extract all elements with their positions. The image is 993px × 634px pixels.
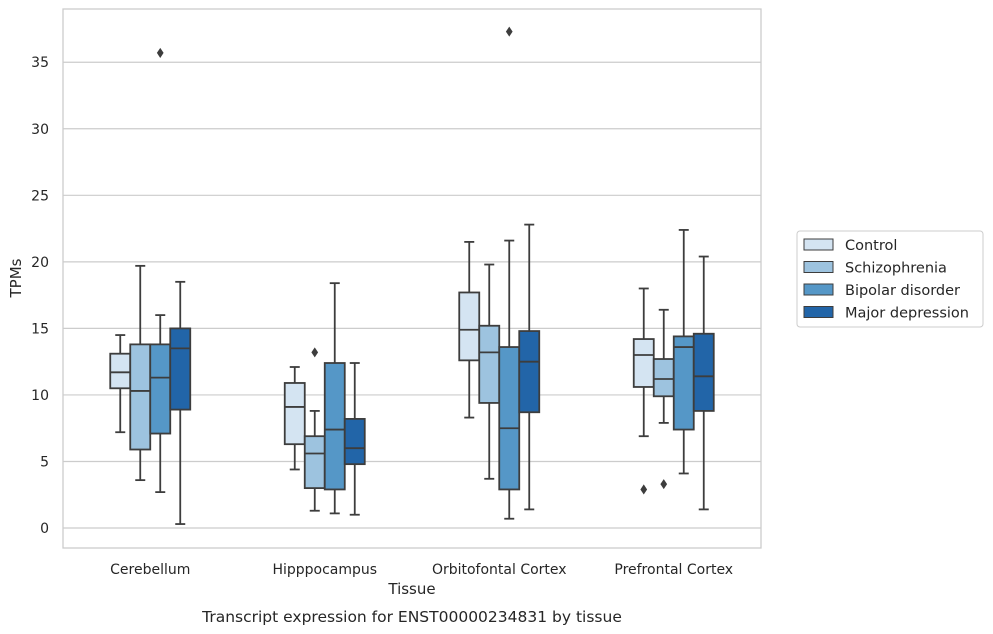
box-body	[169, 327, 192, 411]
plot-area-frame	[62, 8, 762, 549]
y-tick-label: 25	[31, 188, 49, 204]
legend: Control Schizophrenia Bipolar disorder Majo…	[796, 230, 984, 328]
box-mark	[498, 26, 521, 520]
legend-label: Bipolar disorder	[845, 283, 960, 299]
x-axis-label: Tissue	[387, 580, 435, 598]
series-group	[129, 263, 675, 512]
outlier-point	[640, 484, 648, 495]
box-mark	[283, 366, 306, 471]
box-body	[652, 358, 675, 398]
outlier-point	[660, 479, 668, 490]
series-group	[149, 26, 695, 520]
y-tick-label: 0	[40, 521, 49, 537]
legend-swatch	[803, 238, 834, 251]
legend-swatch	[803, 306, 834, 318]
box-body	[518, 330, 541, 414]
box-body	[672, 335, 695, 431]
box-mark	[458, 241, 481, 419]
x-axis-ticks: Cerebellum Hipppocampus Orbitofontal Corte…	[110, 562, 733, 578]
box-mark	[149, 47, 172, 494]
legend-frame	[796, 230, 984, 328]
x-tick-label: Orbitofontal Cortex	[432, 562, 567, 578]
y-axis-ticks: 0 5 10 15 20 25 30 35	[31, 55, 49, 537]
legend-label: Control	[845, 238, 897, 254]
legend-swatch	[803, 283, 834, 296]
y-tick-label: 15	[31, 321, 49, 337]
box-body	[323, 362, 346, 491]
box-body	[109, 352, 132, 390]
box-mark	[129, 264, 152, 482]
box-mark	[692, 255, 715, 511]
chart-caption: Transcript expression for ENST0000023483…	[201, 608, 622, 626]
box-body	[692, 332, 715, 412]
y-tick-label: 20	[31, 255, 49, 271]
legend-label: Schizophrenia	[845, 261, 947, 277]
box-body	[149, 343, 172, 435]
box-mark	[169, 280, 192, 525]
box-mark	[672, 229, 695, 475]
box-mark	[478, 263, 501, 480]
box-body	[458, 291, 481, 362]
box-mark	[343, 362, 366, 516]
legend-swatch	[803, 261, 834, 273]
outlier-point	[311, 347, 319, 358]
box-mark	[303, 347, 326, 512]
gridlines	[63, 61, 761, 529]
box-body	[283, 382, 306, 446]
legend-label: Major depression	[845, 306, 969, 322]
box-body	[632, 338, 655, 388]
box-series	[109, 26, 715, 525]
box-mark	[652, 308, 675, 490]
x-tick-label: Cerebellum	[110, 562, 190, 578]
x-tick-label: Prefrontal Cortex	[614, 562, 733, 578]
box-mark	[109, 334, 132, 434]
y-tick-label: 30	[31, 122, 49, 138]
box-mark	[632, 287, 655, 495]
box-body	[498, 346, 521, 491]
series-group	[169, 223, 715, 525]
box-body	[303, 435, 326, 490]
box-body	[129, 343, 152, 451]
y-tick-label: 35	[31, 55, 49, 71]
box-body	[478, 324, 501, 404]
box-mark	[323, 282, 346, 515]
outlier-point	[505, 26, 513, 37]
y-axis-label: TPMs	[7, 258, 25, 298]
box-mark	[518, 223, 541, 511]
box-body	[343, 418, 366, 466]
outlier-point	[156, 47, 164, 58]
x-tick-label: Hipppocampus	[272, 562, 377, 578]
y-tick-label: 5	[40, 454, 49, 470]
series-group	[109, 241, 655, 495]
y-tick-label: 10	[31, 388, 49, 404]
